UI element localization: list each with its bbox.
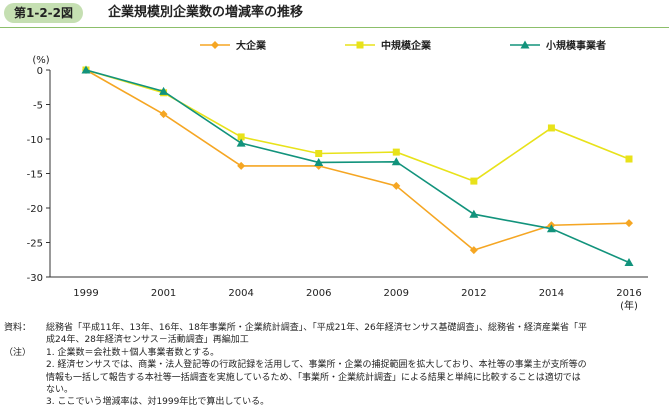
series-line-2 bbox=[85, 69, 630, 182]
y-axis-unit: (%) bbox=[32, 55, 49, 66]
series-line-1 bbox=[85, 69, 630, 251]
data-point-series-3 bbox=[159, 86, 169, 95]
legend-marker-3 bbox=[520, 40, 530, 49]
data-point-series-2 bbox=[315, 149, 323, 157]
data-point-series-2 bbox=[625, 155, 633, 163]
y-tick-label: -5 bbox=[33, 101, 43, 112]
data-point-series-1 bbox=[159, 110, 168, 119]
legend-label-3: 小規模事業者 bbox=[545, 39, 606, 52]
x-tick-label: 2012 bbox=[461, 288, 486, 299]
data-point-series-1 bbox=[237, 161, 246, 170]
x-tick-label: 2014 bbox=[539, 288, 564, 299]
header-rule bbox=[0, 27, 669, 28]
x-tick-label: 2006 bbox=[306, 288, 331, 299]
data-point-series-1 bbox=[469, 246, 478, 255]
note-2-line-3: ない。 bbox=[46, 385, 74, 396]
note-1: 1. 企業数＝会社数＋個人事業者数とする。 bbox=[46, 347, 220, 358]
x-tick-label: 2009 bbox=[384, 288, 409, 299]
data-point-series-1 bbox=[392, 181, 401, 190]
x-tick-label: 2016 bbox=[616, 288, 641, 299]
note-3: 3. ここでいう増減率は、対1999年比で算出している。 bbox=[46, 397, 270, 408]
figure-number-badge: 第1-2-2図 bbox=[4, 3, 84, 23]
x-tick-label: 2001 bbox=[151, 288, 176, 299]
x-axis-unit: (年) bbox=[620, 299, 638, 312]
note-row: （注） 1. 企業数＝会社数＋個人事業者数とする。 2. 経済センサスでは、商業… bbox=[4, 347, 666, 409]
data-point-series-2 bbox=[392, 148, 400, 156]
source-line-2: 成24年、28年経済センサス－活動調査」再編加工 bbox=[46, 335, 249, 346]
note-text: 1. 企業数＝会社数＋個人事業者数とする。 2. 経済センサスでは、商業・法人登… bbox=[46, 347, 666, 409]
data-point-series-3 bbox=[469, 209, 479, 218]
y-tick-label: -20 bbox=[27, 204, 43, 215]
y-tick-label: -25 bbox=[27, 239, 43, 250]
note-head: （注） bbox=[4, 347, 32, 358]
data-point-series-3 bbox=[236, 138, 246, 147]
data-point-series-2 bbox=[470, 177, 478, 185]
series-line-3 bbox=[85, 69, 630, 264]
legend-label-2: 中規模企業 bbox=[381, 39, 432, 52]
note-2-line-1: 2. 経済センサスでは、商業・法人登記等の行政記録を活用して、事業所・企業の捕捉… bbox=[46, 360, 587, 371]
line-chart: 0 -5 -10 -15 -20 -25 -30 (%) 1999 2001 2004 2006 200… bbox=[27, 39, 648, 312]
source-text: 総務省「平成11年、13年、16年、18年事業所・企業統計調査」、「平成21年、… bbox=[46, 322, 666, 347]
data-point-series-2 bbox=[237, 133, 245, 141]
x-tick-label: 2004 bbox=[228, 288, 253, 299]
data-point-series-3 bbox=[624, 258, 634, 267]
y-tick-label: -10 bbox=[27, 135, 43, 146]
source-line-1: 総務省「平成11年、13年、16年、18年事業所・企業統計調査」、「平成21年、… bbox=[46, 323, 588, 333]
y-tick-label: 0 bbox=[37, 66, 43, 77]
source-head: 資料： bbox=[4, 323, 32, 333]
data-point-series-1 bbox=[625, 219, 633, 228]
legend-marker-2 bbox=[356, 41, 364, 49]
data-point-series-3 bbox=[81, 65, 91, 74]
data-point-series-2 bbox=[547, 124, 555, 132]
figure-header: 第1-2-2図 企業規模別企業数の増減率の推移 bbox=[0, 0, 669, 28]
data-point-series-3 bbox=[546, 224, 556, 233]
notes-block: 資料： 総務省「平成11年、13年、16年、18年事業所・企業統計調査」、「平成… bbox=[4, 322, 666, 409]
x-tick-label: 1999 bbox=[73, 288, 98, 299]
note-2-line-2: 情報も一括して報告する本社等一括調査を実施しているため、「事業所・企業統計調査」… bbox=[46, 372, 581, 383]
source-row: 資料： 総務省「平成11年、13年、16年、18年事業所・企業統計調査」、「平成… bbox=[4, 322, 666, 347]
y-tick-label: -15 bbox=[27, 170, 43, 181]
y-tick-label: -30 bbox=[27, 273, 43, 284]
data-point-series-3 bbox=[391, 157, 401, 166]
legend-label-1: 大企業 bbox=[236, 39, 267, 52]
figure-title: 企業規模別企業数の増減率の推移 bbox=[108, 5, 304, 20]
data-point-series-3 bbox=[314, 157, 324, 166]
legend-marker-1 bbox=[211, 41, 219, 49]
